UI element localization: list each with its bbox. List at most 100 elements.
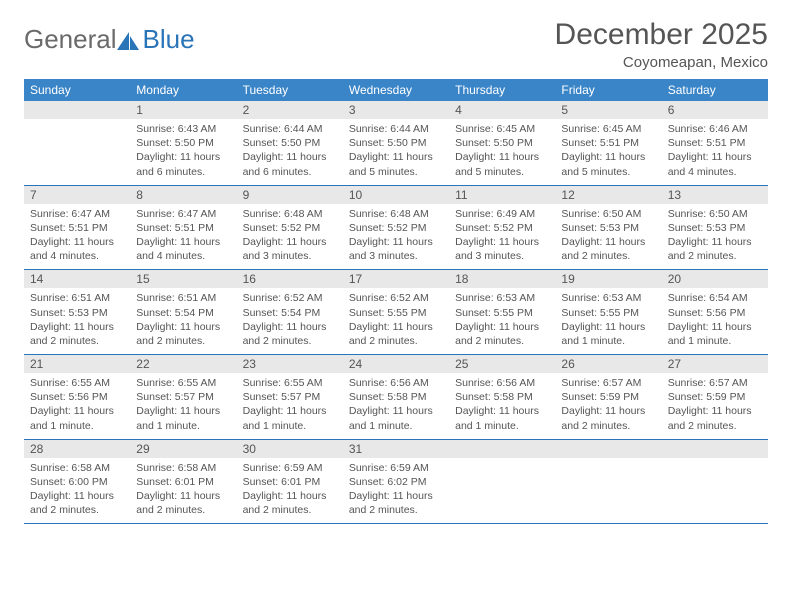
sunrise-line: Sunrise: 6:52 AM [243,291,337,305]
daylight-line: Daylight: 11 hours and 1 minute. [30,404,124,432]
sunrise-line: Sunrise: 6:56 AM [455,376,549,390]
header: General Blue December 2025 Coyomeapan, M… [24,18,768,71]
dow-saturday: Saturday [662,79,768,101]
sunrise-line: Sunrise: 6:48 AM [243,207,337,221]
sunset-line: Sunset: 6:02 PM [349,475,443,489]
dow-friday: Friday [555,79,661,101]
sunset-line: Sunset: 5:51 PM [30,221,124,235]
cell-body: Sunrise: 6:52 AMSunset: 5:54 PMDaylight:… [237,288,343,354]
cell-body: Sunrise: 6:48 AMSunset: 5:52 PMDaylight:… [343,204,449,270]
cell-body: Sunrise: 6:44 AMSunset: 5:50 PMDaylight:… [343,119,449,185]
day-cell: 1Sunrise: 6:43 AMSunset: 5:50 PMDaylight… [130,101,236,185]
sunset-line: Sunset: 5:51 PM [561,136,655,150]
day-cell: 10Sunrise: 6:48 AMSunset: 5:52 PMDayligh… [343,185,449,270]
week-row: 21Sunrise: 6:55 AMSunset: 5:56 PMDayligh… [24,355,768,440]
day-cell: 15Sunrise: 6:51 AMSunset: 5:54 PMDayligh… [130,270,236,355]
daynum: 20 [662,270,768,288]
sunset-line: Sunset: 6:01 PM [243,475,337,489]
cell-body-empty [24,119,130,177]
cell-body: Sunrise: 6:56 AMSunset: 5:58 PMDaylight:… [449,373,555,439]
daylight-line: Daylight: 11 hours and 2 minutes. [561,404,655,432]
daynum: 9 [237,186,343,204]
sunrise-line: Sunrise: 6:49 AM [455,207,549,221]
daynum: 4 [449,101,555,119]
cell-body: Sunrise: 6:47 AMSunset: 5:51 PMDaylight:… [24,204,130,270]
daynum: 18 [449,270,555,288]
daynum-empty [662,440,768,458]
day-cell: 30Sunrise: 6:59 AMSunset: 6:01 PMDayligh… [237,439,343,524]
sunrise-line: Sunrise: 6:51 AM [136,291,230,305]
day-cell: 29Sunrise: 6:58 AMSunset: 6:01 PMDayligh… [130,439,236,524]
sunset-line: Sunset: 5:50 PM [243,136,337,150]
cell-body: Sunrise: 6:54 AMSunset: 5:56 PMDaylight:… [662,288,768,354]
day-cell: 23Sunrise: 6:55 AMSunset: 5:57 PMDayligh… [237,355,343,440]
daylight-line: Daylight: 11 hours and 3 minutes. [349,235,443,263]
day-cell: 11Sunrise: 6:49 AMSunset: 5:52 PMDayligh… [449,185,555,270]
dow-row: Sunday Monday Tuesday Wednesday Thursday… [24,79,768,101]
sunset-line: Sunset: 5:50 PM [455,136,549,150]
sunset-line: Sunset: 6:01 PM [136,475,230,489]
daylight-line: Daylight: 11 hours and 5 minutes. [349,150,443,178]
cell-body: Sunrise: 6:45 AMSunset: 5:50 PMDaylight:… [449,119,555,185]
sunrise-line: Sunrise: 6:54 AM [668,291,762,305]
month-title: December 2025 [555,18,768,52]
sunset-line: Sunset: 6:00 PM [30,475,124,489]
cell-body-empty [662,458,768,516]
day-cell: 18Sunrise: 6:53 AMSunset: 5:55 PMDayligh… [449,270,555,355]
sunset-line: Sunset: 5:59 PM [668,390,762,404]
sunset-line: Sunset: 5:51 PM [668,136,762,150]
daynum: 16 [237,270,343,288]
cell-body: Sunrise: 6:55 AMSunset: 5:57 PMDaylight:… [130,373,236,439]
day-cell [24,101,130,185]
day-cell: 4Sunrise: 6:45 AMSunset: 5:50 PMDaylight… [449,101,555,185]
cell-body-empty [555,458,661,516]
daylight-line: Daylight: 11 hours and 5 minutes. [455,150,549,178]
sunrise-line: Sunrise: 6:52 AM [349,291,443,305]
daynum: 10 [343,186,449,204]
day-cell: 22Sunrise: 6:55 AMSunset: 5:57 PMDayligh… [130,355,236,440]
day-cell: 31Sunrise: 6:59 AMSunset: 6:02 PMDayligh… [343,439,449,524]
day-cell: 20Sunrise: 6:54 AMSunset: 5:56 PMDayligh… [662,270,768,355]
sunrise-line: Sunrise: 6:45 AM [561,122,655,136]
day-cell: 28Sunrise: 6:58 AMSunset: 6:00 PMDayligh… [24,439,130,524]
day-cell: 5Sunrise: 6:45 AMSunset: 5:51 PMDaylight… [555,101,661,185]
daynum: 21 [24,355,130,373]
sunset-line: Sunset: 5:59 PM [561,390,655,404]
calendar-body: 1Sunrise: 6:43 AMSunset: 5:50 PMDaylight… [24,101,768,524]
title-block: December 2025 Coyomeapan, Mexico [555,18,768,71]
daylight-line: Daylight: 11 hours and 2 minutes. [30,320,124,348]
daynum: 3 [343,101,449,119]
dow-monday: Monday [130,79,236,101]
sunrise-line: Sunrise: 6:55 AM [243,376,337,390]
day-cell: 24Sunrise: 6:56 AMSunset: 5:58 PMDayligh… [343,355,449,440]
day-cell: 9Sunrise: 6:48 AMSunset: 5:52 PMDaylight… [237,185,343,270]
day-cell [449,439,555,524]
cell-body: Sunrise: 6:46 AMSunset: 5:51 PMDaylight:… [662,119,768,185]
daylight-line: Daylight: 11 hours and 2 minutes. [349,489,443,517]
cell-body-empty [449,458,555,516]
sunrise-line: Sunrise: 6:46 AM [668,122,762,136]
day-cell: 17Sunrise: 6:52 AMSunset: 5:55 PMDayligh… [343,270,449,355]
sunrise-line: Sunrise: 6:55 AM [30,376,124,390]
daylight-line: Daylight: 11 hours and 6 minutes. [243,150,337,178]
week-row: 1Sunrise: 6:43 AMSunset: 5:50 PMDaylight… [24,101,768,185]
daynum: 17 [343,270,449,288]
daynum: 22 [130,355,236,373]
day-cell: 26Sunrise: 6:57 AMSunset: 5:59 PMDayligh… [555,355,661,440]
sunset-line: Sunset: 5:58 PM [455,390,549,404]
daylight-line: Daylight: 11 hours and 1 minute. [455,404,549,432]
daynum: 31 [343,440,449,458]
sunrise-line: Sunrise: 6:48 AM [349,207,443,221]
sunrise-line: Sunrise: 6:43 AM [136,122,230,136]
daynum: 23 [237,355,343,373]
daynum: 28 [24,440,130,458]
cell-body: Sunrise: 6:48 AMSunset: 5:52 PMDaylight:… [237,204,343,270]
daylight-line: Daylight: 11 hours and 2 minutes. [668,404,762,432]
sunrise-line: Sunrise: 6:50 AM [561,207,655,221]
sunset-line: Sunset: 5:57 PM [243,390,337,404]
day-cell: 27Sunrise: 6:57 AMSunset: 5:59 PMDayligh… [662,355,768,440]
dow-thursday: Thursday [449,79,555,101]
logo-text-general: General [24,24,117,55]
day-cell: 25Sunrise: 6:56 AMSunset: 5:58 PMDayligh… [449,355,555,440]
dow-sunday: Sunday [24,79,130,101]
